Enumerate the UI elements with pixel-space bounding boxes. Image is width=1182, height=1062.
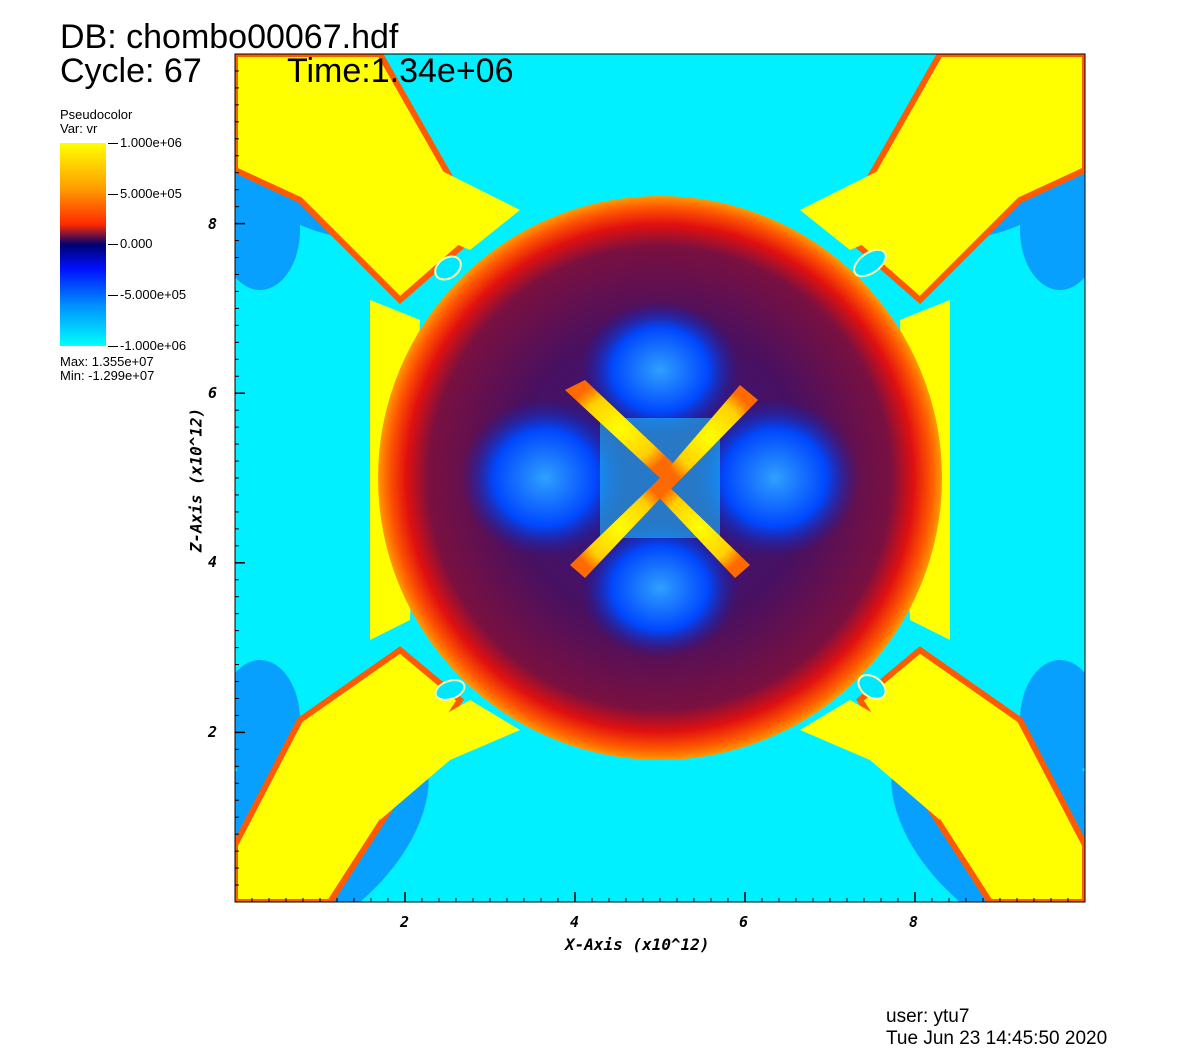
legend-tick-label: 1.000e+06 (108, 136, 182, 150)
y-tick-label: 4 (208, 553, 218, 571)
y-tick-label: 8 (208, 215, 218, 233)
legend-max: Max: 1.355e+07 (60, 354, 154, 369)
cycle-label: Cycle: 67 (60, 52, 202, 90)
x-tick-label: 6 (739, 913, 749, 931)
legend-tick-label: 5.000e+05 (108, 187, 182, 201)
legend-plot-type: Pseudocolor (60, 107, 133, 122)
legend-min: Min: -1.299e+07 (60, 368, 155, 383)
database-label: DB: chombo00067.hdf (60, 18, 399, 56)
x-tick-label: 8 (909, 913, 919, 931)
y-tick-label: 6 (208, 384, 218, 402)
legend-tick-label: -5.000e+05 (108, 288, 186, 302)
x-tick-label: 2 (400, 913, 410, 931)
x-tick-label: 4 (570, 913, 580, 931)
x-axis-title: X-Axis (x10^12) (565, 935, 710, 954)
legend-tick-label: -1.000e+06 (108, 339, 186, 353)
timestamp-label: Tue Jun 23 14:45:50 2020 (886, 1028, 1108, 1049)
time-label: Time:1.34e+06 (287, 52, 514, 90)
legend-variable: Var: vr (60, 121, 98, 136)
y-axis-title: Z-Axis (x10^12) (186, 407, 206, 553)
user-label: user: ytu7 (886, 1006, 970, 1027)
field-image (235, 54, 1085, 902)
colorbar (60, 143, 106, 346)
legend-tick-label: 0.000 (108, 237, 153, 251)
y-tick-label: 2 (208, 723, 218, 741)
